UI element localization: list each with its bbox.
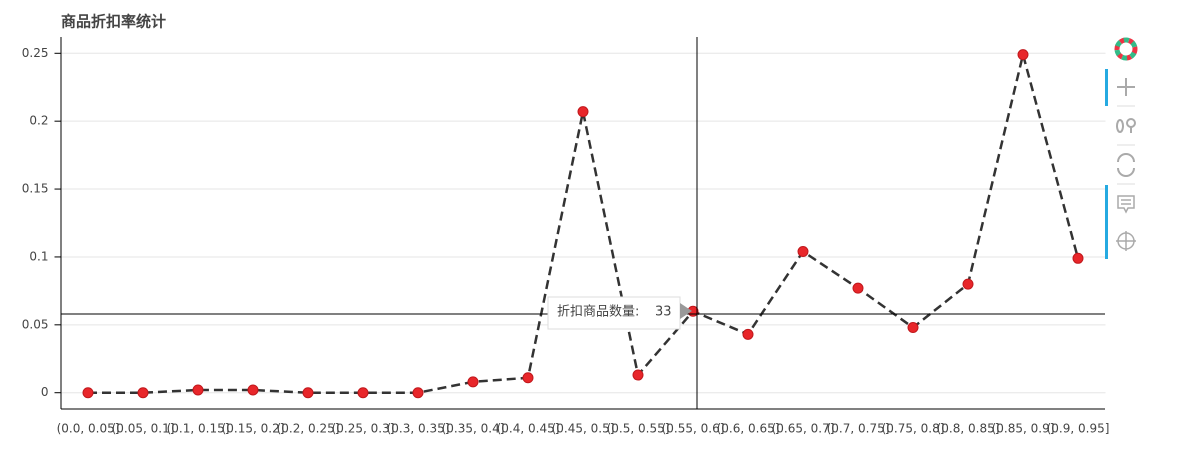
x-tick-label: (0.5, 0.55] [607,422,670,436]
plot [82,49,1084,399]
crosshair-tool[interactable] [1116,231,1136,251]
pan-tool[interactable] [1117,78,1135,96]
data-point [522,372,534,384]
data-point [137,387,149,399]
x-tick-label: (0.25, 0.3] [332,422,395,436]
data-point [797,246,809,258]
x-tick-label: (0.1, 0.15] [167,422,230,436]
x-tick-label: (0.55, 0.6] [662,422,725,436]
data-point [412,387,424,399]
x-tick-label: (0.6, 0.65] [717,422,780,436]
grid [60,52,1106,394]
y-tick-label: 0 [41,385,49,399]
active-indicator [1105,69,1108,106]
y-tick-label: 0.05 [22,317,49,331]
y-tick-label: 0.1 [29,249,48,263]
x-tick-label: (0.75, 0.8] [882,422,945,436]
wheel-zoom-tool[interactable] [1116,118,1136,133]
data-point [82,387,94,399]
data-point [467,376,479,388]
x-tick-label: (0.15, 0.2] [222,422,285,436]
data-point [962,278,974,290]
data-point [852,282,864,294]
x-tick-label: (0.8, 0.85] [937,422,1000,436]
y-tick-label: 0.15 [22,182,49,196]
hover-tool[interactable] [1117,195,1135,214]
x-tick-label: (0.35, 0.4] [442,422,505,436]
data-point [192,384,204,396]
reset-tool[interactable] [1117,153,1135,177]
x-tick-label: (0.05, 0.1] [112,422,175,436]
data-point [247,384,259,396]
x-tick-label: (0.85, 0.9] [992,422,1055,436]
active-indicator [1105,185,1108,259]
x-tick-label: (0.0, 0.05] [57,422,120,436]
data-point [302,387,314,399]
data-point [357,387,369,399]
chart-title: 商品折扣率统计 [61,13,166,31]
data-point [1017,49,1029,61]
tooltip-arrow [680,303,692,319]
x-tick-label: (0.65, 0.7] [772,422,835,436]
x-tick-label: (0.2, 0.25] [277,422,340,436]
toolbar [1105,37,1138,259]
bokeh-logo[interactable] [1114,37,1138,61]
x-tick-label: (0.45, 0.5] [552,422,615,436]
y-tick-label: 0.25 [22,46,49,60]
data-point [632,369,644,381]
data-line [88,54,1080,394]
x-tick-label: (0.7, 0.75] [827,422,890,436]
x-tick-label: (0.4, 0.45] [497,422,560,436]
y-tick-label: 0.2 [29,114,48,128]
data-point [907,322,919,334]
tooltip-label: 折扣商品数量: [557,305,639,320]
x-tick-label: (0.3, 0.35] [387,422,450,436]
tooltip: 折扣商品数量: 33 [547,296,692,330]
x-tick-label: (0.9, 0.95] [1047,422,1110,436]
data-point [1072,252,1084,264]
data-point [577,106,589,118]
data-point [742,328,754,340]
tooltip-value: 33 [655,305,672,320]
